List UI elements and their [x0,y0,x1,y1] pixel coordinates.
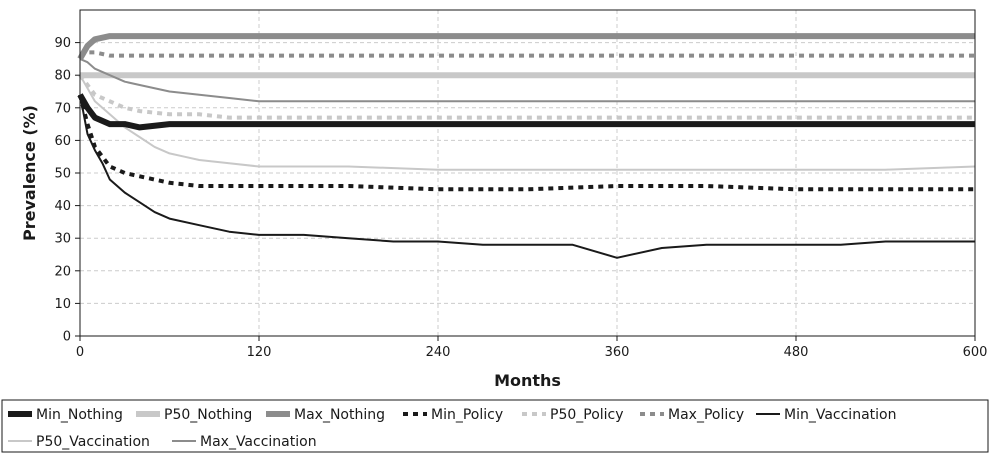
series-min-nothing-line [77,93,975,131]
grid [80,10,975,336]
y-tick-label: 10 [54,297,71,312]
y-tick-label: 50 [54,167,71,182]
y-tick-label: 60 [54,134,71,149]
series-min-vaccination-line [79,94,975,259]
legend-label: Min_Nothing [36,407,123,423]
legend-label: Min_Vaccination [784,407,896,423]
y-tick-label: 70 [54,101,71,116]
x-axis-title: Months [494,371,561,390]
y-tick-label: 90 [54,36,71,51]
x-tick-label: 0 [76,345,84,360]
x-tick-label: 240 [426,345,451,360]
x-tick-label: 480 [784,345,809,360]
plot-series [77,33,976,259]
legend-label: P50_Vaccination [36,434,150,450]
series-max-nothing-line [77,33,975,61]
series-p50-vaccination-line [79,74,976,171]
y-tick-label: 20 [54,264,71,279]
legend-label: Max_Nothing [294,407,385,423]
legend-label: Max_Policy [668,407,744,423]
legend-label: Max_Vaccination [200,434,317,450]
x-tick-label: 360 [605,345,630,360]
y-tick-label: 30 [54,232,71,247]
legend [1,399,989,453]
y-tick-label: 0 [63,330,71,345]
x-tick-label: 120 [247,345,272,360]
series-max-policy-line [79,50,975,58]
y-axis-ticks: 0 10 20 30 40 50 60 70 80 90 [54,36,80,345]
legend-label: P50_Policy [550,407,624,423]
y-tick-label: 80 [54,69,71,84]
series-p50-policy-line [78,73,975,120]
y-tick-label: 40 [54,199,71,214]
legend-label: Min_Policy [431,407,503,423]
x-axis-ticks: 0 120 240 360 480 600 [76,336,988,360]
series-max-vaccination-line [79,57,975,103]
y-axis-title: Prevalence (%) [20,105,39,241]
legend-items: Min_Nothing P50_Nothing Max_Nothing Min_Pol… [8,407,896,450]
series-min-policy-line [78,94,975,192]
legend-label: P50_Nothing [164,407,252,423]
x-tick-label: 600 [963,345,988,360]
